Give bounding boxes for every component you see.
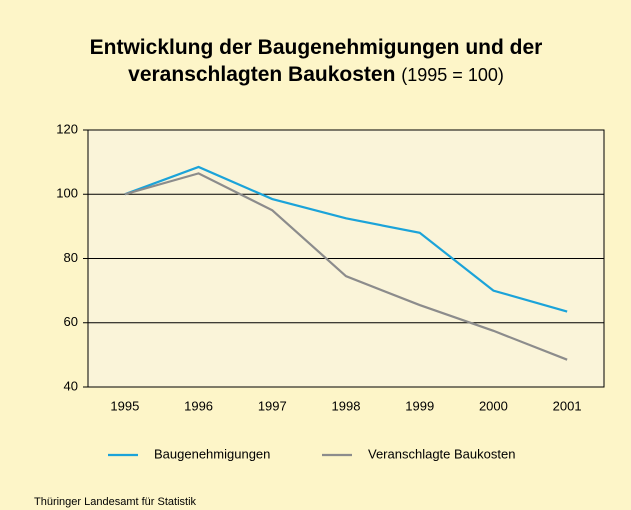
legend-label: Veranschlagte Baukosten — [368, 446, 515, 461]
chart-subtitle: (1995 = 100) — [401, 65, 504, 85]
series-line — [124, 172, 568, 361]
x-tick-label: 1995 — [110, 398, 139, 413]
x-tick-label: 1999 — [405, 398, 434, 413]
x-tick-label: 1998 — [332, 398, 361, 413]
y-tick-label: 120 — [56, 121, 78, 136]
legend-label: Baugenehmigungen — [154, 446, 270, 461]
y-tick-label: 60 — [64, 314, 78, 329]
y-tick-label: 40 — [64, 378, 78, 393]
source: Thüringer Landesamt für Statistik — [34, 496, 197, 508]
x-tick-label: 1997 — [258, 398, 287, 413]
x-tick-label: 1996 — [184, 398, 213, 413]
x-tick-label: 2001 — [553, 398, 582, 413]
chart-title: Entwicklung der Baugenehmigungen und der… — [89, 36, 543, 86]
x-tick-label: 2000 — [479, 398, 508, 413]
series-line — [124, 165, 568, 313]
y-tick-label: 80 — [64, 250, 78, 265]
y-tick-label: 100 — [56, 186, 78, 201]
chart-title-block: Entwicklung der Baugenehmigungen und der… — [60, 34, 572, 89]
